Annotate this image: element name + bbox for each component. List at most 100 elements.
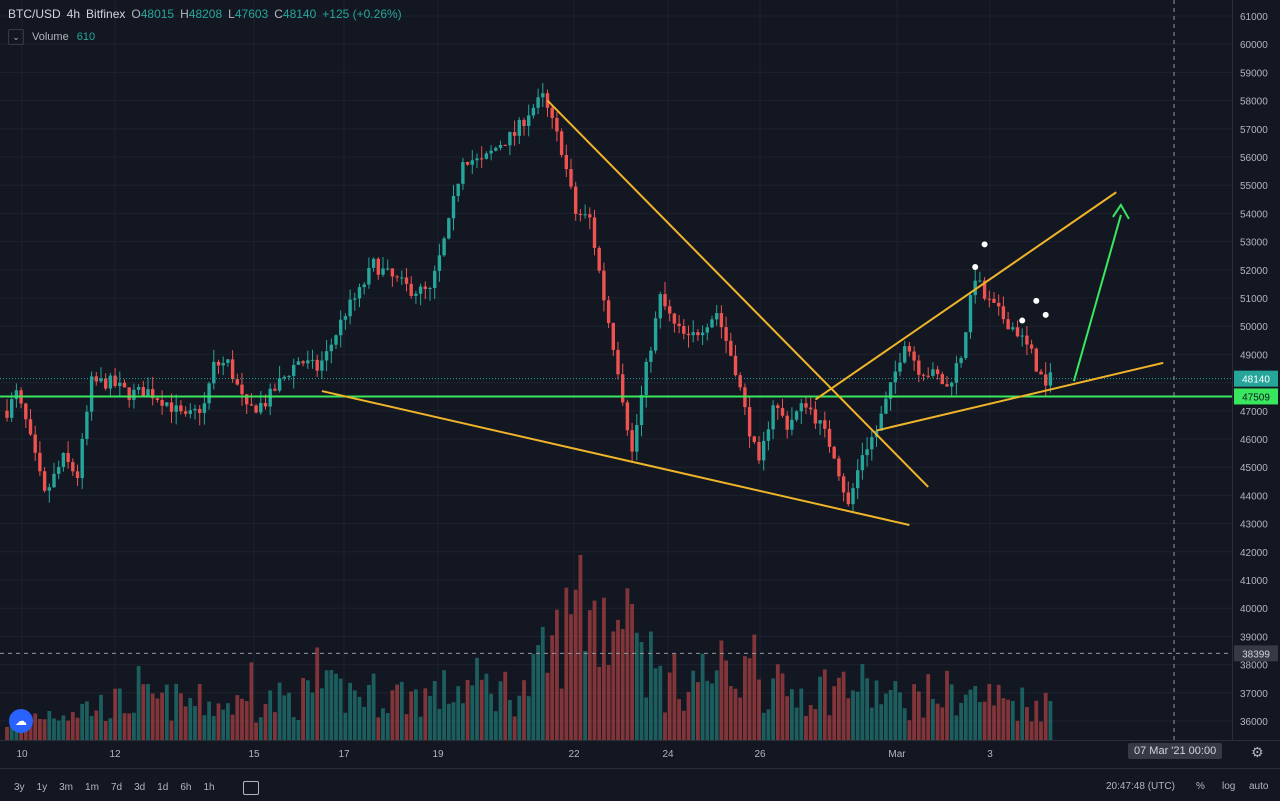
utc-clock[interactable]: 20:47:48 (UTC) [1106, 781, 1175, 792]
volume-bar [446, 703, 451, 740]
calendar-icon[interactable] [243, 781, 259, 795]
candle-body [555, 118, 559, 132]
chevron-down-icon[interactable]: ⌄ [8, 29, 24, 45]
symbol-name[interactable]: BTC/USD [8, 7, 61, 21]
percent-scale-button[interactable]: % [1196, 781, 1205, 792]
volume-bar [85, 701, 89, 740]
candle-body [52, 473, 56, 488]
price-axis[interactable]: 36000 37000 38000 39000 40000 41000 42000 43000… [1232, 0, 1280, 768]
range-button-1d[interactable]: 1d [157, 782, 169, 793]
candle [898, 352, 902, 377]
range-button-3m[interactable]: 3m [59, 782, 74, 793]
candle [498, 140, 503, 151]
candlestick-chart[interactable]: 36000 37000 38000 39000 40000 41000 42000 43000… [0, 0, 1280, 768]
candle [982, 277, 987, 301]
candle-body [301, 361, 305, 364]
volume-bar [216, 703, 221, 740]
volume-bar [1039, 721, 1043, 740]
range-button-1h[interactable]: 1h [203, 782, 215, 793]
candle [273, 383, 277, 392]
volume-bar [893, 681, 898, 740]
auto-scale-button[interactable]: auto [1249, 781, 1269, 792]
candle-body [108, 375, 113, 389]
candle [686, 325, 691, 348]
candle-body [762, 440, 766, 461]
candle [1011, 322, 1015, 332]
range-button-3y[interactable]: 3y [14, 782, 25, 793]
candle [766, 421, 771, 451]
volume-bar [117, 688, 122, 740]
price-candles [5, 82, 1053, 512]
ohlc-open: O48015 [131, 7, 174, 21]
candle [235, 373, 239, 386]
candle-body [856, 470, 860, 489]
candle [1006, 312, 1010, 330]
candle [644, 358, 648, 408]
candle-body [381, 268, 385, 275]
range-button-3d[interactable]: 3d [134, 782, 146, 793]
candle-body [935, 369, 940, 375]
candle-body [371, 258, 376, 268]
candle [724, 316, 728, 354]
candle [198, 404, 202, 426]
volume-bar [47, 710, 52, 740]
candle-body [794, 411, 799, 420]
interval-label[interactable]: 4h [66, 7, 81, 21]
candle-body [851, 488, 855, 505]
volume-bar [475, 657, 479, 740]
volume-bar [183, 706, 188, 740]
volume-bar [959, 702, 963, 740]
candle [747, 396, 752, 449]
volume-bar [296, 719, 301, 740]
candle-body [484, 153, 489, 159]
candle [738, 372, 742, 391]
volume-bar [559, 688, 564, 740]
volume-bar [841, 671, 846, 740]
candle-body [508, 132, 512, 146]
volume-bar [367, 685, 371, 740]
candle [339, 310, 343, 348]
candle-body [66, 452, 70, 463]
candle-body [160, 399, 164, 406]
range-button-1y[interactable]: 1y [36, 782, 48, 793]
candle-body [893, 371, 897, 383]
candle [1020, 328, 1024, 347]
candle-body [1001, 306, 1006, 320]
volume-bar [884, 693, 888, 740]
candle [480, 146, 484, 168]
candle-body [907, 346, 912, 352]
log-scale-button[interactable]: log [1222, 781, 1236, 792]
volume-bar [696, 682, 700, 740]
crosshair-date-label: 07 Mar '21 00:00 [1128, 743, 1223, 759]
range-button-1m[interactable]: 1m [85, 782, 99, 793]
candle-body [719, 313, 724, 328]
candle-body [517, 119, 521, 136]
volume-bar [362, 706, 367, 740]
volume-bar [855, 691, 860, 740]
range-button-7d[interactable]: 7d [110, 782, 123, 793]
time-tick-label: 12 [109, 749, 121, 760]
price-tick-label: 54000 [1240, 209, 1268, 220]
candle [668, 299, 672, 322]
candle-body [696, 332, 700, 336]
gear-icon[interactable]: ⚙ [1251, 744, 1264, 760]
time-axis[interactable]: 10 12 15 17 19 22 24 26 Mar 3 [0, 740, 1280, 761]
candle-body [433, 270, 437, 289]
candle [24, 402, 28, 428]
time-tick-label: 24 [662, 749, 674, 760]
candle-body [926, 375, 930, 377]
candle [569, 158, 573, 190]
candle [127, 387, 131, 408]
candle [588, 207, 592, 230]
volume-bar [244, 701, 249, 740]
volume-bar [630, 603, 634, 740]
volume-bar [1010, 700, 1015, 740]
candle-body [559, 131, 564, 155]
candle [118, 371, 122, 398]
range-button-6h[interactable]: 6h [180, 782, 192, 793]
volume-bar [207, 701, 211, 740]
volume-bar [1020, 687, 1025, 740]
candle-body [686, 333, 691, 336]
volume-bar [757, 679, 761, 740]
high-label: H [180, 7, 189, 21]
